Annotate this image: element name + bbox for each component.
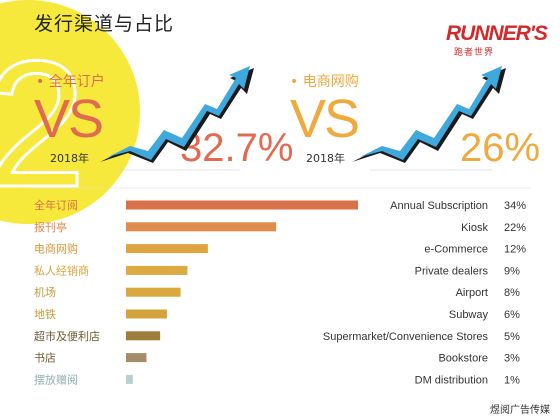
category-label-cn: 电商网购 xyxy=(34,242,78,256)
category-label-en: Airport xyxy=(456,287,488,299)
panel1-label-wrap: • 全年订户 xyxy=(36,71,105,91)
category-label-en: DM distribution xyxy=(415,374,488,386)
category-label-cn: 书店 xyxy=(34,351,56,365)
category-label-en: e-Commerce xyxy=(424,244,488,256)
category-label-cn: 机场 xyxy=(34,285,56,299)
bar xyxy=(126,244,208,254)
category-label-en: Bookstore xyxy=(438,353,488,365)
bar xyxy=(126,374,133,384)
decor-digit: 2 xyxy=(0,24,86,225)
category-label-cn: 地铁 xyxy=(34,308,56,321)
bar xyxy=(126,309,167,319)
bar xyxy=(126,222,277,232)
value-label: 9% xyxy=(504,265,520,277)
panel1-bullet: • xyxy=(36,74,49,90)
bar xyxy=(126,331,161,341)
runners-logo-sub: 跑者世界 xyxy=(454,48,495,58)
value-label: 8% xyxy=(504,287,520,299)
value-label: 5% xyxy=(504,331,520,343)
panel2-year: 2018年 xyxy=(306,152,345,165)
panel1-value: 32.7% xyxy=(180,126,294,170)
panel2-label: 电商网购 xyxy=(302,74,359,90)
panel2-label-wrap: • 电商网购 xyxy=(290,71,359,91)
runners-logo: RUNNER'S xyxy=(446,22,548,45)
category-label-cn: 摆放赠阅 xyxy=(34,372,78,386)
panel1-vs: VS xyxy=(34,89,104,149)
panel2-trend-arrow-icon xyxy=(352,66,506,171)
value-label: 6% xyxy=(504,309,520,321)
panel1-label: 全年订户 xyxy=(48,74,105,90)
category-label-cn: 报刊亭 xyxy=(34,220,67,234)
bar xyxy=(126,200,358,210)
category-label-en: Annual Subscription xyxy=(390,200,488,212)
category-label-cn: 全年订阅 xyxy=(34,198,78,212)
category-label-en: Supermarket/Convenience Stores xyxy=(323,331,489,343)
value-label: 22% xyxy=(504,222,526,234)
panel1-year: 2018年 xyxy=(50,152,89,165)
bar xyxy=(126,353,147,363)
panel2-bullet: • xyxy=(290,74,303,90)
category-label-cn: 超市及便利店 xyxy=(34,329,100,343)
category-label-en: Kiosk xyxy=(461,222,488,234)
value-label: 34% xyxy=(504,200,526,212)
footer-source: 煜阅广告传媒 xyxy=(490,405,550,416)
page-title: 发行渠道与占比 xyxy=(34,13,175,35)
category-label-cn: 私人经销商 xyxy=(34,263,89,277)
bar xyxy=(126,265,188,275)
value-label: 1% xyxy=(504,374,520,386)
panel2-value: 26% xyxy=(460,126,541,170)
value-label: 12% xyxy=(504,244,526,256)
value-label: 3% xyxy=(504,353,520,365)
panel1-trend-arrow-icon xyxy=(100,66,254,171)
bar xyxy=(126,287,181,297)
panel2-vs: VS xyxy=(290,89,360,149)
category-label-en: Subway xyxy=(449,309,489,321)
category-label-en: Private dealers xyxy=(415,265,489,277)
